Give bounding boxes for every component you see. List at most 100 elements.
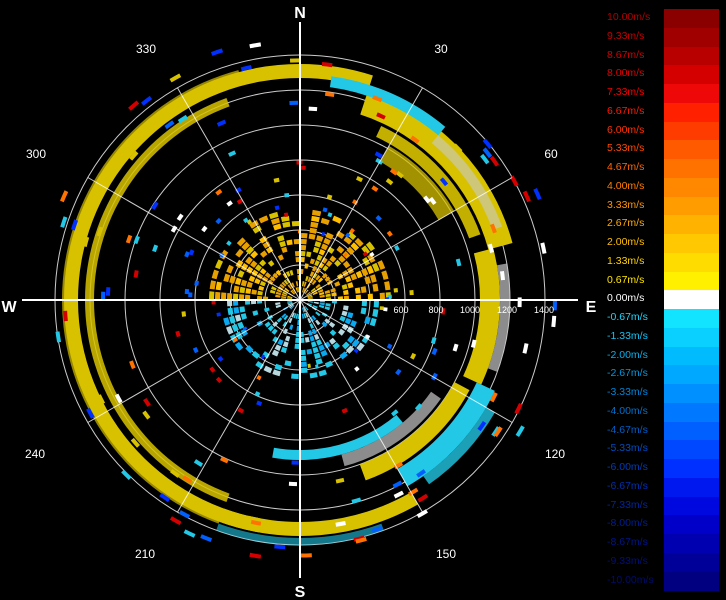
echo-segment <box>325 361 333 368</box>
echo-segment <box>354 366 360 372</box>
echo-segment <box>235 342 243 351</box>
echo-segment <box>142 410 150 419</box>
legend-swatch <box>664 215 719 234</box>
echo-segment <box>431 337 437 344</box>
echo-segment <box>332 216 342 224</box>
radar-display[interactable]: N S E W 30 60 120 150 210 240 300 330 60… <box>0 0 600 600</box>
echo-segment <box>301 368 308 373</box>
echo-segment <box>129 360 136 369</box>
echo-segment <box>226 240 232 246</box>
echo-segment <box>514 403 522 414</box>
legend-label: 8.00m/s <box>607 66 667 80</box>
legend-label: 1.33m/s <box>607 254 667 268</box>
echo-segment <box>285 336 290 342</box>
echo-segment <box>237 270 244 278</box>
legend-swatch <box>664 290 719 309</box>
echo-segment <box>310 258 315 264</box>
echo-segment <box>141 96 152 106</box>
echo-segment <box>291 461 298 465</box>
legend-swatch <box>664 572 719 591</box>
echo-segment <box>383 307 387 311</box>
echo-segment <box>239 287 245 293</box>
echo-segment <box>247 282 253 288</box>
echo-segment <box>290 58 301 62</box>
echo-segment <box>319 370 327 377</box>
echo-segment <box>315 320 320 326</box>
compass-east: E <box>586 299 597 316</box>
echo-segment <box>215 218 221 224</box>
echo-segment <box>320 295 325 298</box>
echo-segment <box>268 260 275 267</box>
echo-segment <box>229 276 236 284</box>
echo-segment <box>264 307 270 312</box>
echo-segment <box>233 307 239 314</box>
legend-label: 3.33m/s <box>607 198 667 212</box>
echo-segment <box>305 337 310 343</box>
echo-segment <box>271 218 280 225</box>
echo-segment <box>522 343 528 354</box>
legend-swatch <box>664 253 719 272</box>
echo-segment <box>294 239 300 244</box>
echo-segment <box>227 293 232 300</box>
legend-label: -6.00m/s <box>607 460 667 474</box>
legend-swatch <box>664 122 719 141</box>
legend-swatch <box>664 197 719 216</box>
echo-segment <box>384 281 390 290</box>
echo-segment <box>331 292 336 296</box>
legend-swatch <box>664 178 719 197</box>
echo-segment <box>289 482 297 486</box>
echo-segment <box>309 234 316 240</box>
echo-segment <box>321 350 328 357</box>
echo-segment <box>60 190 68 202</box>
echo-segment <box>259 215 269 223</box>
echo-segment <box>212 270 219 280</box>
echo-segment <box>215 292 220 300</box>
echo-segment <box>289 101 298 105</box>
echo-segment <box>279 241 286 247</box>
bearing-spoke <box>178 88 301 300</box>
legend-swatch <box>664 459 719 478</box>
echo-segment <box>387 231 393 237</box>
echo-segment <box>394 288 398 293</box>
echo-segment <box>210 280 216 289</box>
echo-segment <box>345 318 352 325</box>
echo-segment <box>483 138 493 149</box>
echo-segment <box>189 249 195 255</box>
echo-segment <box>143 398 151 407</box>
echo-segment <box>321 218 330 225</box>
echo-segment <box>237 407 244 413</box>
echo-segment <box>316 358 323 365</box>
echo-segment <box>121 470 131 480</box>
echo-segment <box>301 257 305 262</box>
echo-segment <box>264 366 273 374</box>
echo-segment <box>323 238 331 245</box>
echo-segment <box>232 324 239 332</box>
bearing-label-150: 150 <box>436 547 456 561</box>
echo-segment <box>343 290 349 295</box>
echo-segment <box>181 311 186 317</box>
echo-segment <box>375 151 383 158</box>
echo-segment <box>271 286 277 291</box>
echo-segment <box>128 100 139 110</box>
echo-segment <box>314 302 319 304</box>
echo-segment <box>314 334 320 340</box>
echo-segment <box>177 214 184 222</box>
legend-label: 2.00m/s <box>607 235 667 249</box>
echo-segment <box>152 244 158 252</box>
echo-segment <box>356 271 363 279</box>
echo-segment <box>216 312 221 316</box>
echo-segment <box>319 249 326 256</box>
echo-segment <box>330 288 336 293</box>
echo-segment <box>209 291 214 300</box>
echo-segment <box>217 120 226 127</box>
echo-segment <box>134 270 139 278</box>
echo-segment <box>381 270 388 280</box>
echo-segment <box>291 374 299 379</box>
echo-segment <box>319 305 324 309</box>
bearing-spoke <box>300 88 423 300</box>
echo-segment <box>281 347 287 353</box>
echo-segment <box>516 425 525 437</box>
echo-segment <box>343 261 350 268</box>
legend-label: 5.33m/s <box>607 141 667 155</box>
echo-segment <box>227 308 233 315</box>
